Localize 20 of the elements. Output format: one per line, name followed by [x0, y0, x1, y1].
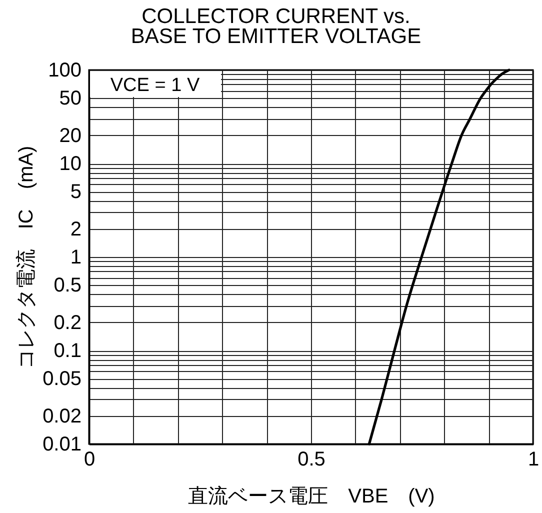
x-axis-title: 直流ベース電圧 VBE (V) [188, 486, 435, 508]
y-tick-label: 100 [48, 60, 82, 82]
y-tick-label: 0.1 [54, 340, 82, 362]
y-tick-label: 50 [59, 88, 82, 110]
x-tick-label: 1 [528, 448, 540, 470]
x-tick-label: 0.5 [298, 448, 326, 470]
chart-title: COLLECTOR CURRENT vs. BASE TO EMITTER VOLTAGE [130, 5, 422, 48]
y-tick-label: 0.5 [54, 274, 82, 297]
y-tick-label: 5 [70, 181, 82, 204]
x-tick-label: 0 [84, 448, 96, 470]
y-tick-label: 0.01 [42, 434, 82, 456]
y-tick-label: 2 [70, 218, 82, 240]
y-axis-title: コレクタ電流 IC (mA) [16, 146, 38, 370]
y-tick-label: 0.02 [42, 405, 82, 428]
annotation: VCE = 1 V [110, 75, 200, 96]
y-tick-label: 0.05 [42, 368, 82, 390]
y-tick-label: 20 [59, 124, 82, 147]
y-tick-label: 0.2 [54, 312, 82, 334]
y-tick-label: 1 [70, 246, 82, 268]
y-tick-label: 10 [59, 153, 82, 175]
